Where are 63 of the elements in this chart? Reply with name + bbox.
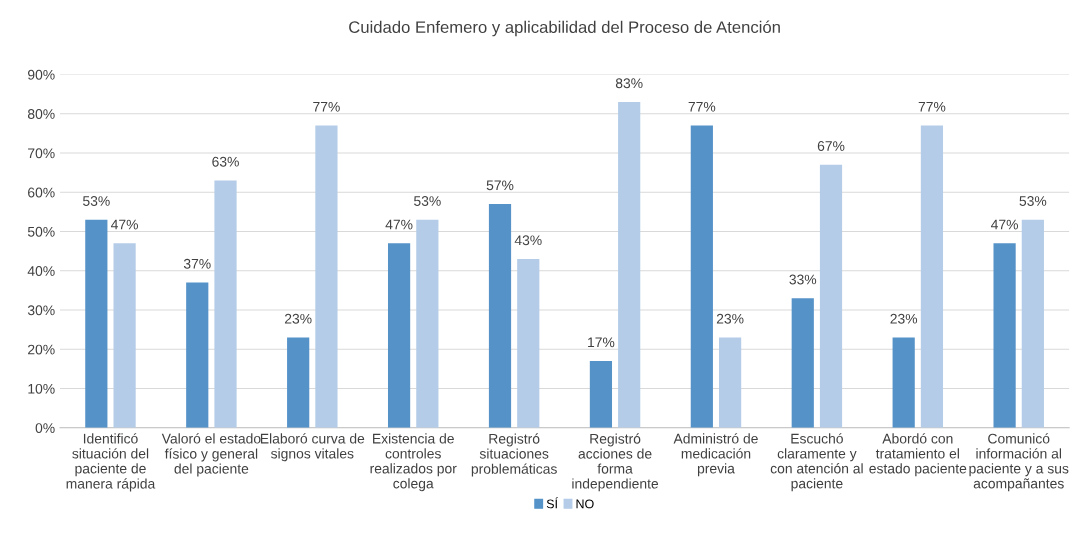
data-label: 57% — [486, 180, 514, 191]
bar — [488, 204, 512, 428]
y-tick-label: 20% — [28, 344, 55, 355]
bar — [993, 243, 1016, 428]
bar — [1021, 219, 1044, 428]
bar — [287, 337, 310, 428]
x-tick-label: Abordó con tratamiento el estado paciente — [869, 433, 967, 477]
data-label: 67% — [817, 141, 845, 151]
y-tick-label: 90% — [28, 69, 55, 80]
y-tick-label: 80% — [27, 109, 55, 119]
bar — [589, 361, 613, 428]
data-label: 47% — [385, 219, 413, 230]
bar — [920, 125, 944, 428]
bar — [186, 282, 209, 428]
data-label: 33% — [789, 274, 817, 285]
x-tick-label: Administró de medicación previa — [673, 433, 758, 477]
x-tick-label: Elaboró curva de signos vitales — [260, 433, 365, 462]
data-label: 17% — [588, 337, 615, 348]
y-tick-label: 60% — [28, 187, 55, 198]
y-tick-label: 40% — [27, 266, 55, 276]
data-label: 43% — [514, 235, 542, 246]
data-label: 63% — [212, 156, 239, 167]
data-label: 77% — [918, 101, 946, 112]
data-label: 77% — [313, 101, 340, 112]
y-tick-label: 50% — [27, 226, 55, 237]
legend-label: NO — [576, 499, 594, 509]
legend-label: SÍ — [546, 497, 558, 509]
bar — [819, 164, 843, 428]
x-tick-label: Escuchó claramente y con atención al paciente — [770, 433, 863, 492]
data-label: 77% — [688, 101, 716, 112]
data-label: 23% — [890, 313, 918, 324]
y-tick-label: 10% — [28, 383, 55, 394]
data-label: 47% — [991, 219, 1018, 230]
chart-title: Cuidado Enfemero y aplicabilidad del Proceso de Atención — [349, 20, 780, 37]
x-tick-label: Comunicó información al paciente y a sus acompañantes — [969, 433, 1069, 492]
bar — [387, 243, 411, 428]
bar — [113, 243, 136, 428]
bar — [315, 125, 338, 428]
x-tick-label: Identificó situación del paciente de manera rápida — [66, 433, 156, 492]
y-tick-label: 0% — [35, 423, 55, 433]
bar — [618, 102, 641, 428]
data-label: 23% — [716, 313, 744, 324]
y-tick-label: 30% — [27, 305, 55, 316]
x-tick-label: Valoró el estado físico y general del paciente — [161, 433, 261, 477]
bar — [416, 219, 439, 428]
data-label: 53% — [82, 196, 110, 206]
bar — [892, 337, 915, 428]
x-tick-label: Registró situaciones problemáticas — [471, 433, 557, 477]
bar — [719, 337, 742, 428]
data-label: 47% — [111, 219, 138, 230]
bar — [791, 298, 814, 428]
data-label: 83% — [615, 78, 643, 89]
x-tick-label: Registró acciones de forma independiente — [572, 433, 659, 492]
bar — [214, 180, 237, 428]
data-label: 23% — [284, 313, 312, 324]
data-label: 53% — [414, 196, 441, 206]
bar — [690, 125, 713, 428]
y-tick-label: 70% — [28, 148, 55, 159]
x-tick-label: Existencia de controles realizados por colega — [370, 433, 457, 492]
bar — [85, 219, 108, 428]
data-label: 53% — [1019, 196, 1047, 206]
bar — [517, 259, 540, 428]
data-label: 37% — [183, 258, 211, 269]
